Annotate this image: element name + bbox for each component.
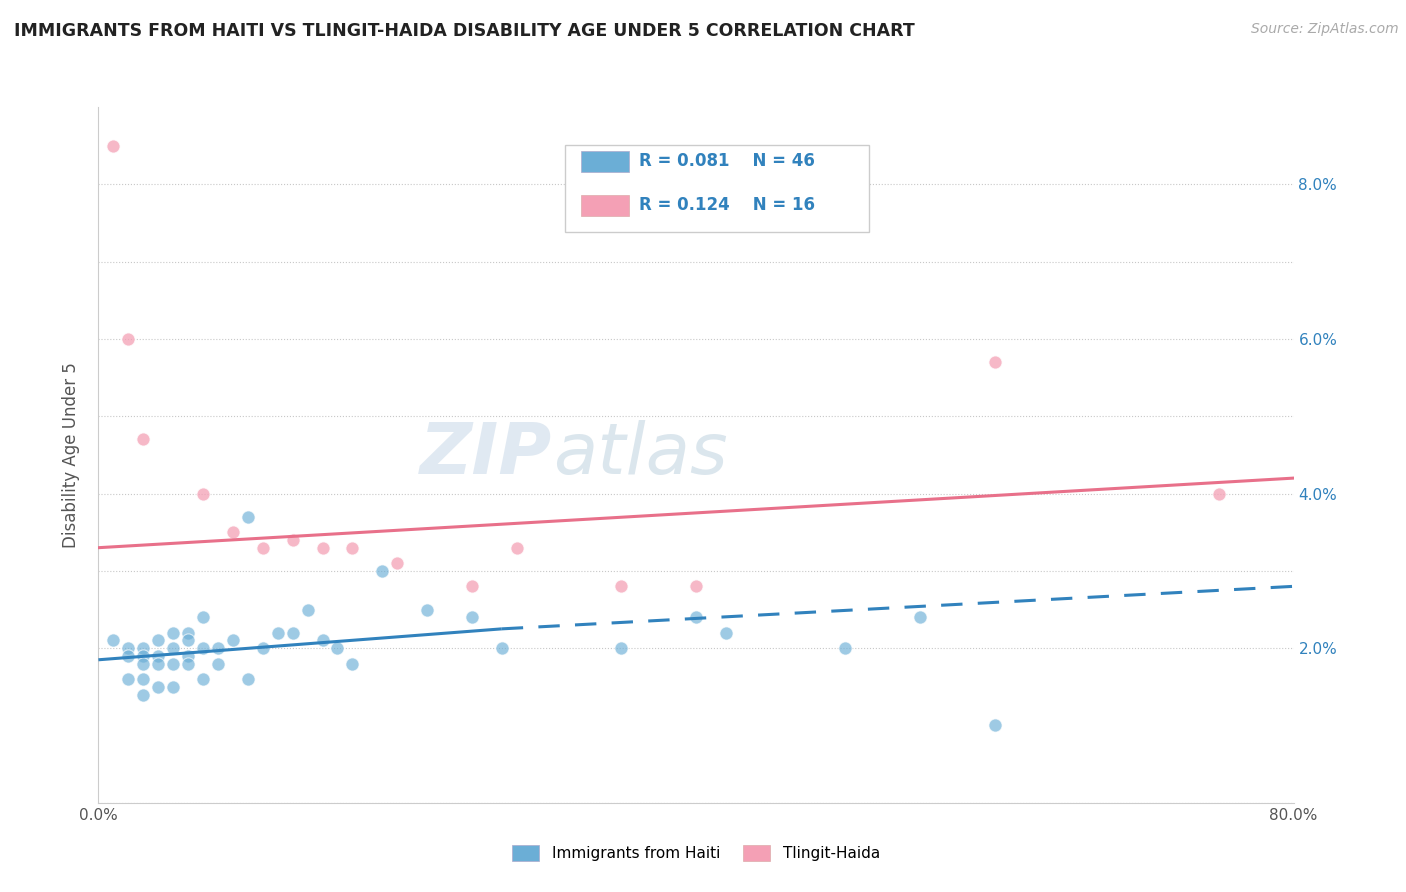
Text: R = 0.081    N = 46: R = 0.081 N = 46 — [638, 153, 814, 170]
Point — [117, 332, 139, 346]
Text: ZIP: ZIP — [420, 420, 553, 490]
Point — [162, 680, 184, 694]
Point — [1208, 486, 1230, 500]
Point — [342, 541, 364, 555]
Point — [714, 625, 737, 640]
Text: atlas: atlas — [553, 420, 727, 490]
Point — [342, 657, 364, 671]
FancyBboxPatch shape — [565, 145, 869, 232]
Point — [148, 633, 170, 648]
Point — [162, 625, 184, 640]
Point — [132, 641, 155, 656]
Point — [506, 541, 529, 555]
Point — [177, 657, 200, 671]
Text: IMMIGRANTS FROM HAITI VS TLINGIT-HAIDA DISABILITY AGE UNDER 5 CORRELATION CHART: IMMIGRANTS FROM HAITI VS TLINGIT-HAIDA D… — [14, 22, 915, 40]
Point — [177, 633, 200, 648]
Point — [908, 610, 931, 624]
Point — [132, 688, 155, 702]
Point — [371, 564, 394, 578]
Point — [267, 625, 290, 640]
FancyBboxPatch shape — [581, 194, 628, 216]
Point — [191, 672, 214, 686]
Point — [236, 509, 259, 524]
Point — [281, 625, 304, 640]
Point — [177, 648, 200, 663]
Point — [236, 672, 259, 686]
Point — [461, 579, 484, 593]
Point — [117, 648, 139, 663]
Point — [117, 672, 139, 686]
Point — [326, 641, 349, 656]
Point — [162, 657, 184, 671]
Point — [281, 533, 304, 547]
Point — [222, 633, 245, 648]
Point — [984, 355, 1007, 369]
Point — [207, 641, 229, 656]
Point — [610, 579, 633, 593]
Text: R = 0.124    N = 16: R = 0.124 N = 16 — [638, 196, 814, 214]
Point — [416, 602, 439, 616]
Point — [132, 657, 155, 671]
Point — [148, 648, 170, 663]
Point — [117, 641, 139, 656]
Legend: Immigrants from Haiti, Tlingit-Haida: Immigrants from Haiti, Tlingit-Haida — [512, 846, 880, 862]
Point — [222, 525, 245, 540]
Point — [191, 610, 214, 624]
Point — [385, 556, 409, 570]
Point — [685, 610, 707, 624]
Point — [297, 602, 319, 616]
Point — [252, 541, 274, 555]
Point — [132, 672, 155, 686]
Point — [685, 579, 707, 593]
Point — [461, 610, 484, 624]
Point — [311, 541, 333, 555]
Point — [103, 633, 125, 648]
Y-axis label: Disability Age Under 5: Disability Age Under 5 — [62, 362, 80, 548]
FancyBboxPatch shape — [581, 151, 628, 172]
Point — [252, 641, 274, 656]
Point — [191, 641, 214, 656]
Point — [132, 648, 155, 663]
Point — [834, 641, 856, 656]
Point — [191, 486, 214, 500]
Point — [177, 625, 200, 640]
Point — [984, 718, 1007, 732]
Point — [610, 641, 633, 656]
Point — [148, 680, 170, 694]
Point — [311, 633, 333, 648]
Point — [132, 433, 155, 447]
Point — [162, 641, 184, 656]
Point — [491, 641, 513, 656]
Point — [207, 657, 229, 671]
Point — [148, 657, 170, 671]
Text: Source: ZipAtlas.com: Source: ZipAtlas.com — [1251, 22, 1399, 37]
Point — [103, 138, 125, 153]
